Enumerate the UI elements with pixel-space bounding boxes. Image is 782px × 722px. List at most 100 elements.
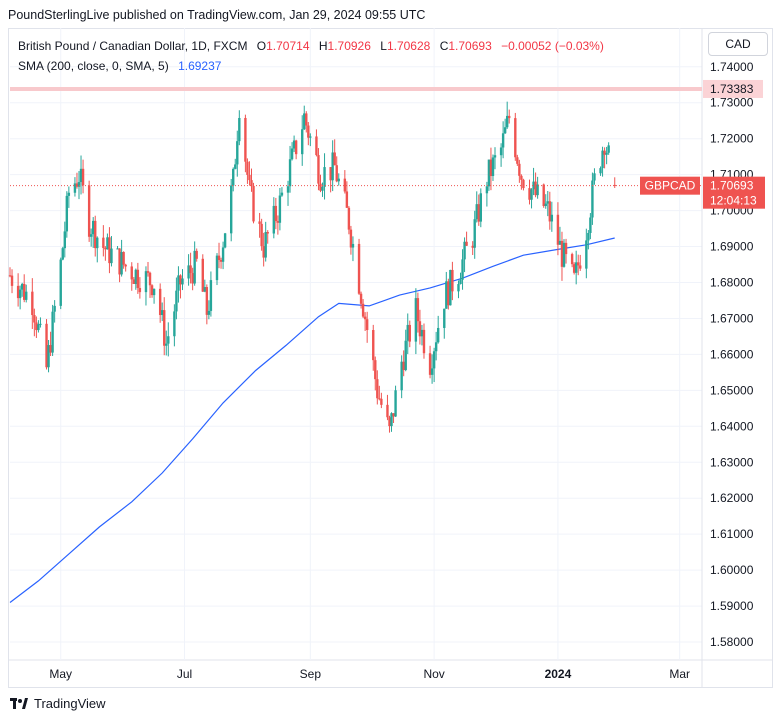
candle-body (248, 174, 251, 181)
candle-body (589, 217, 592, 233)
candle-body (280, 192, 284, 196)
candle-body (491, 157, 495, 177)
candle-body (303, 113, 306, 130)
legend-high-value: 1.70926 (327, 39, 371, 53)
candle-body (35, 322, 38, 331)
candle-body (53, 305, 56, 312)
candle-body (23, 283, 26, 300)
candle-body (394, 390, 397, 417)
candle-body (579, 265, 582, 269)
legend-close-label: C (439, 39, 449, 53)
candle-body (321, 186, 324, 191)
candle-body (229, 185, 233, 234)
candle-body (457, 284, 460, 292)
y-tick-label: 1.73000 (710, 96, 754, 110)
candle-body (31, 291, 34, 316)
last-price-tag (703, 176, 765, 209)
candle-body (516, 157, 519, 164)
candle-body (209, 280, 213, 311)
candle-body (461, 259, 464, 280)
candle-body (258, 221, 261, 224)
publisher-line: PoundSterlingLive published on TradingVi… (8, 8, 426, 22)
candle-body (274, 205, 278, 222)
candle-body (574, 262, 578, 273)
candle-body (520, 175, 523, 180)
candle-body (49, 345, 52, 353)
candle-body (408, 324, 411, 342)
candle-body (432, 351, 436, 369)
currency-button[interactable]: CAD (708, 32, 768, 56)
y-tick-label: 1.63000 (710, 455, 754, 469)
candle-body (315, 136, 318, 156)
sma-line (9, 237, 615, 603)
candle-body (443, 308, 446, 328)
candle-body (522, 179, 525, 189)
candle-body (528, 188, 531, 200)
candle-body (449, 269, 452, 306)
candle-body (532, 181, 535, 190)
y-tick-label: 1.74000 (710, 60, 754, 74)
candle-body (75, 183, 79, 187)
candle-body (116, 248, 119, 250)
candle-body (390, 413, 393, 427)
tradingview-logo[interactable]: TradingView (10, 696, 106, 711)
candle-body (477, 204, 480, 222)
tradingview-logo-icon (10, 697, 28, 709)
candle-body (357, 243, 361, 294)
candle-body (63, 231, 66, 249)
candle-body (562, 242, 566, 267)
candle-body (414, 298, 418, 342)
candle-body (463, 241, 466, 260)
candle-body (572, 264, 576, 273)
candle-body (376, 379, 379, 399)
symbol-tag (640, 176, 700, 195)
candle-body (92, 220, 95, 235)
candle-body (87, 185, 91, 237)
candle-body (158, 288, 162, 316)
candle-body (406, 324, 409, 341)
candle-body (459, 279, 462, 285)
candle-body (94, 220, 97, 249)
candle-body (234, 164, 237, 169)
candle-body (18, 289, 22, 299)
last-price-label: 1.70693 (710, 179, 754, 193)
candle-body (301, 129, 304, 155)
candle-body (181, 278, 184, 285)
candle-body (420, 329, 424, 337)
candle-body (33, 315, 36, 323)
candle-body (331, 152, 334, 181)
candle-body (548, 201, 552, 222)
candle-body (25, 291, 28, 300)
candle-body (386, 404, 389, 418)
candle-body (148, 272, 152, 286)
candle-body (39, 323, 42, 325)
y-tick-label: 1.62000 (710, 491, 754, 505)
candle-body (288, 159, 292, 187)
candle-body (51, 311, 54, 353)
y-tick-label: 1.59000 (710, 599, 754, 613)
candle-body (392, 413, 395, 417)
legend-change: −0.00052 (−0.03%) (501, 39, 604, 53)
candle-body (372, 330, 375, 361)
candle-body (67, 192, 71, 196)
y-tick-label: 1.64000 (710, 419, 754, 433)
candle-body (205, 287, 209, 315)
candle-body (485, 186, 489, 194)
symbol-tag-label: GBPCAD (645, 179, 696, 193)
x-tick-label: Sep (300, 667, 322, 681)
x-tick-label: Nov (423, 667, 444, 681)
candle-body (189, 265, 192, 274)
candle-body (59, 259, 62, 306)
candle-body (335, 165, 338, 182)
candle-body (217, 255, 221, 261)
candle-body (388, 417, 391, 427)
candle-body (475, 204, 478, 220)
candle-body (165, 343, 168, 346)
legend-instrument: British Pound / Canadian Dollar, 1D, FXC… (18, 39, 248, 53)
chart-frame (8, 28, 773, 688)
candle-body (136, 269, 140, 288)
x-tick-label: Jul (177, 667, 192, 681)
candle-body (465, 241, 468, 246)
candle-body (343, 178, 347, 192)
